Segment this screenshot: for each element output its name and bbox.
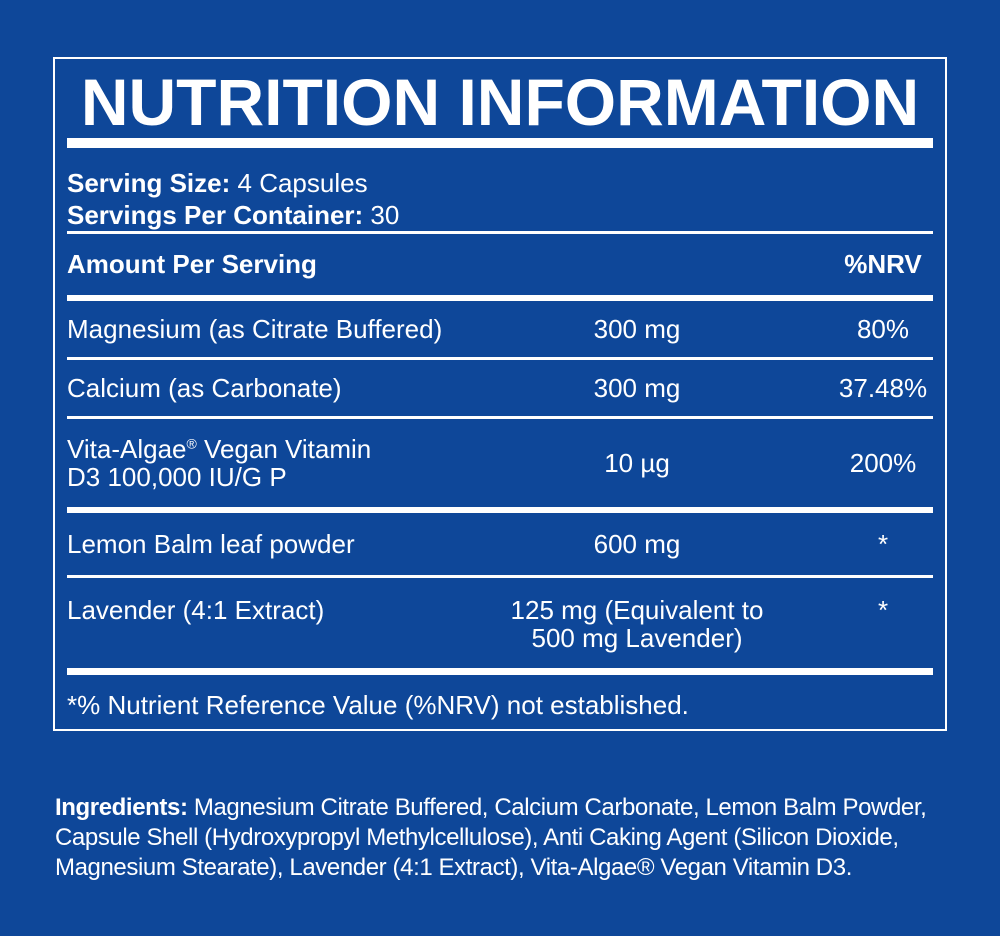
divider-below-header [67,295,933,301]
table-header-row: Amount Per Serving %NRV [67,234,933,295]
table-row-vitamin-d3: Vita-Algae® Vegan Vitamin D3 100,000 IU/G… [67,419,933,507]
serving-size-line: Serving Size: 4 Capsules [67,167,933,199]
ingredients-line-3: Magnesium Stearate), Lavender (4:1 Extra… [55,854,852,881]
serving-size-value: 4 Capsules [230,168,368,198]
panel-title: NUTRITION INFORMATION [80,65,920,139]
nrv-header: %NRV [844,249,922,279]
table-row-lemon-balm: Lemon Balm leaf powder 600 mg * [67,513,933,575]
serving-info: Serving Size: 4 Capsules Servings Per Co… [67,167,933,231]
ingredients-line-2: Capsule Shell (Hydroxypropyl Methylcellu… [55,824,899,851]
amount-per-serving-header: Amount Per Serving [67,249,317,279]
ingredient-name-line2: D3 100,000 IU/G P [67,462,287,492]
serving-size-label: Serving Size: [67,168,231,198]
ingredient-name: Calcium (as Carbonate) [67,373,342,403]
ingredient-name-text: Vita-Algae [67,434,187,464]
ingredient-name: Lavender (4:1 Extract) [67,595,325,625]
row-divider [67,416,933,419]
ingredients-label: Ingredients: [55,794,188,821]
row-divider [67,575,933,578]
ingredients-line-1-text: Magnesium Citrate Buffered, Calcium Carb… [187,794,927,821]
ingredient-amount-line1: 125 mg (Equivalent to [510,595,764,625]
divider-above-header [67,231,933,234]
nutrition-panel: NUTRITION INFORMATION Serving Size: 4 Ca… [53,57,947,731]
ingredients-line-1: Ingredients: Magnesium Citrate Buffered,… [55,793,957,823]
ingredient-name-text: Vegan Vitamin [196,434,372,464]
row-divider-medium [67,507,933,513]
registered-trademark-mark: ® [186,435,197,452]
title-divider [67,138,933,148]
servings-per-container-value: 30 [363,200,400,230]
ingredients-paragraph: Ingredients: Magnesium Citrate Buffered,… [55,793,957,883]
ingredient-nrv: 200% [849,448,917,478]
row-divider [67,357,933,360]
table-row-lavender: Lavender (4:1 Extract) 125 mg (Equivalen… [67,578,933,668]
ingredient-nrv: 80% [856,314,910,344]
ingredient-amount-line2: 500 mg Lavender) [531,623,743,653]
ingredient-name: Vita-Algae® Vegan Vitamin D3 100,000 IU/G… [67,435,467,491]
ingredient-amount: 300 mg [593,373,681,403]
servings-per-container-line: Servings Per Container: 30 [67,199,933,231]
divider-above-footnote [67,668,933,675]
ingredient-name: Magnesium (as Citrate Buffered) [67,314,443,344]
ingredient-amount: 600 mg [593,529,681,559]
ingredient-nrv: * [877,595,889,625]
ingredient-nrv: * [877,529,889,559]
ingredient-name: Lemon Balm leaf powder [67,529,355,559]
ingredient-amount: 125 mg (Equivalent to 500 mg Lavender) [467,596,807,652]
ingredient-nrv: 37.48% [838,373,928,403]
servings-per-container-label: Servings Per Container: [67,200,364,230]
table-row-magnesium: Magnesium (as Citrate Buffered) 300 mg 8… [67,301,933,357]
ingredient-amount: 10 µg [604,448,670,478]
nrv-footnote: *% Nutrient Reference Value (%NRV) not e… [67,690,689,720]
ingredient-amount: 300 mg [593,314,681,344]
table-row-calcium: Calcium (as Carbonate) 300 mg 37.48% [67,360,933,416]
